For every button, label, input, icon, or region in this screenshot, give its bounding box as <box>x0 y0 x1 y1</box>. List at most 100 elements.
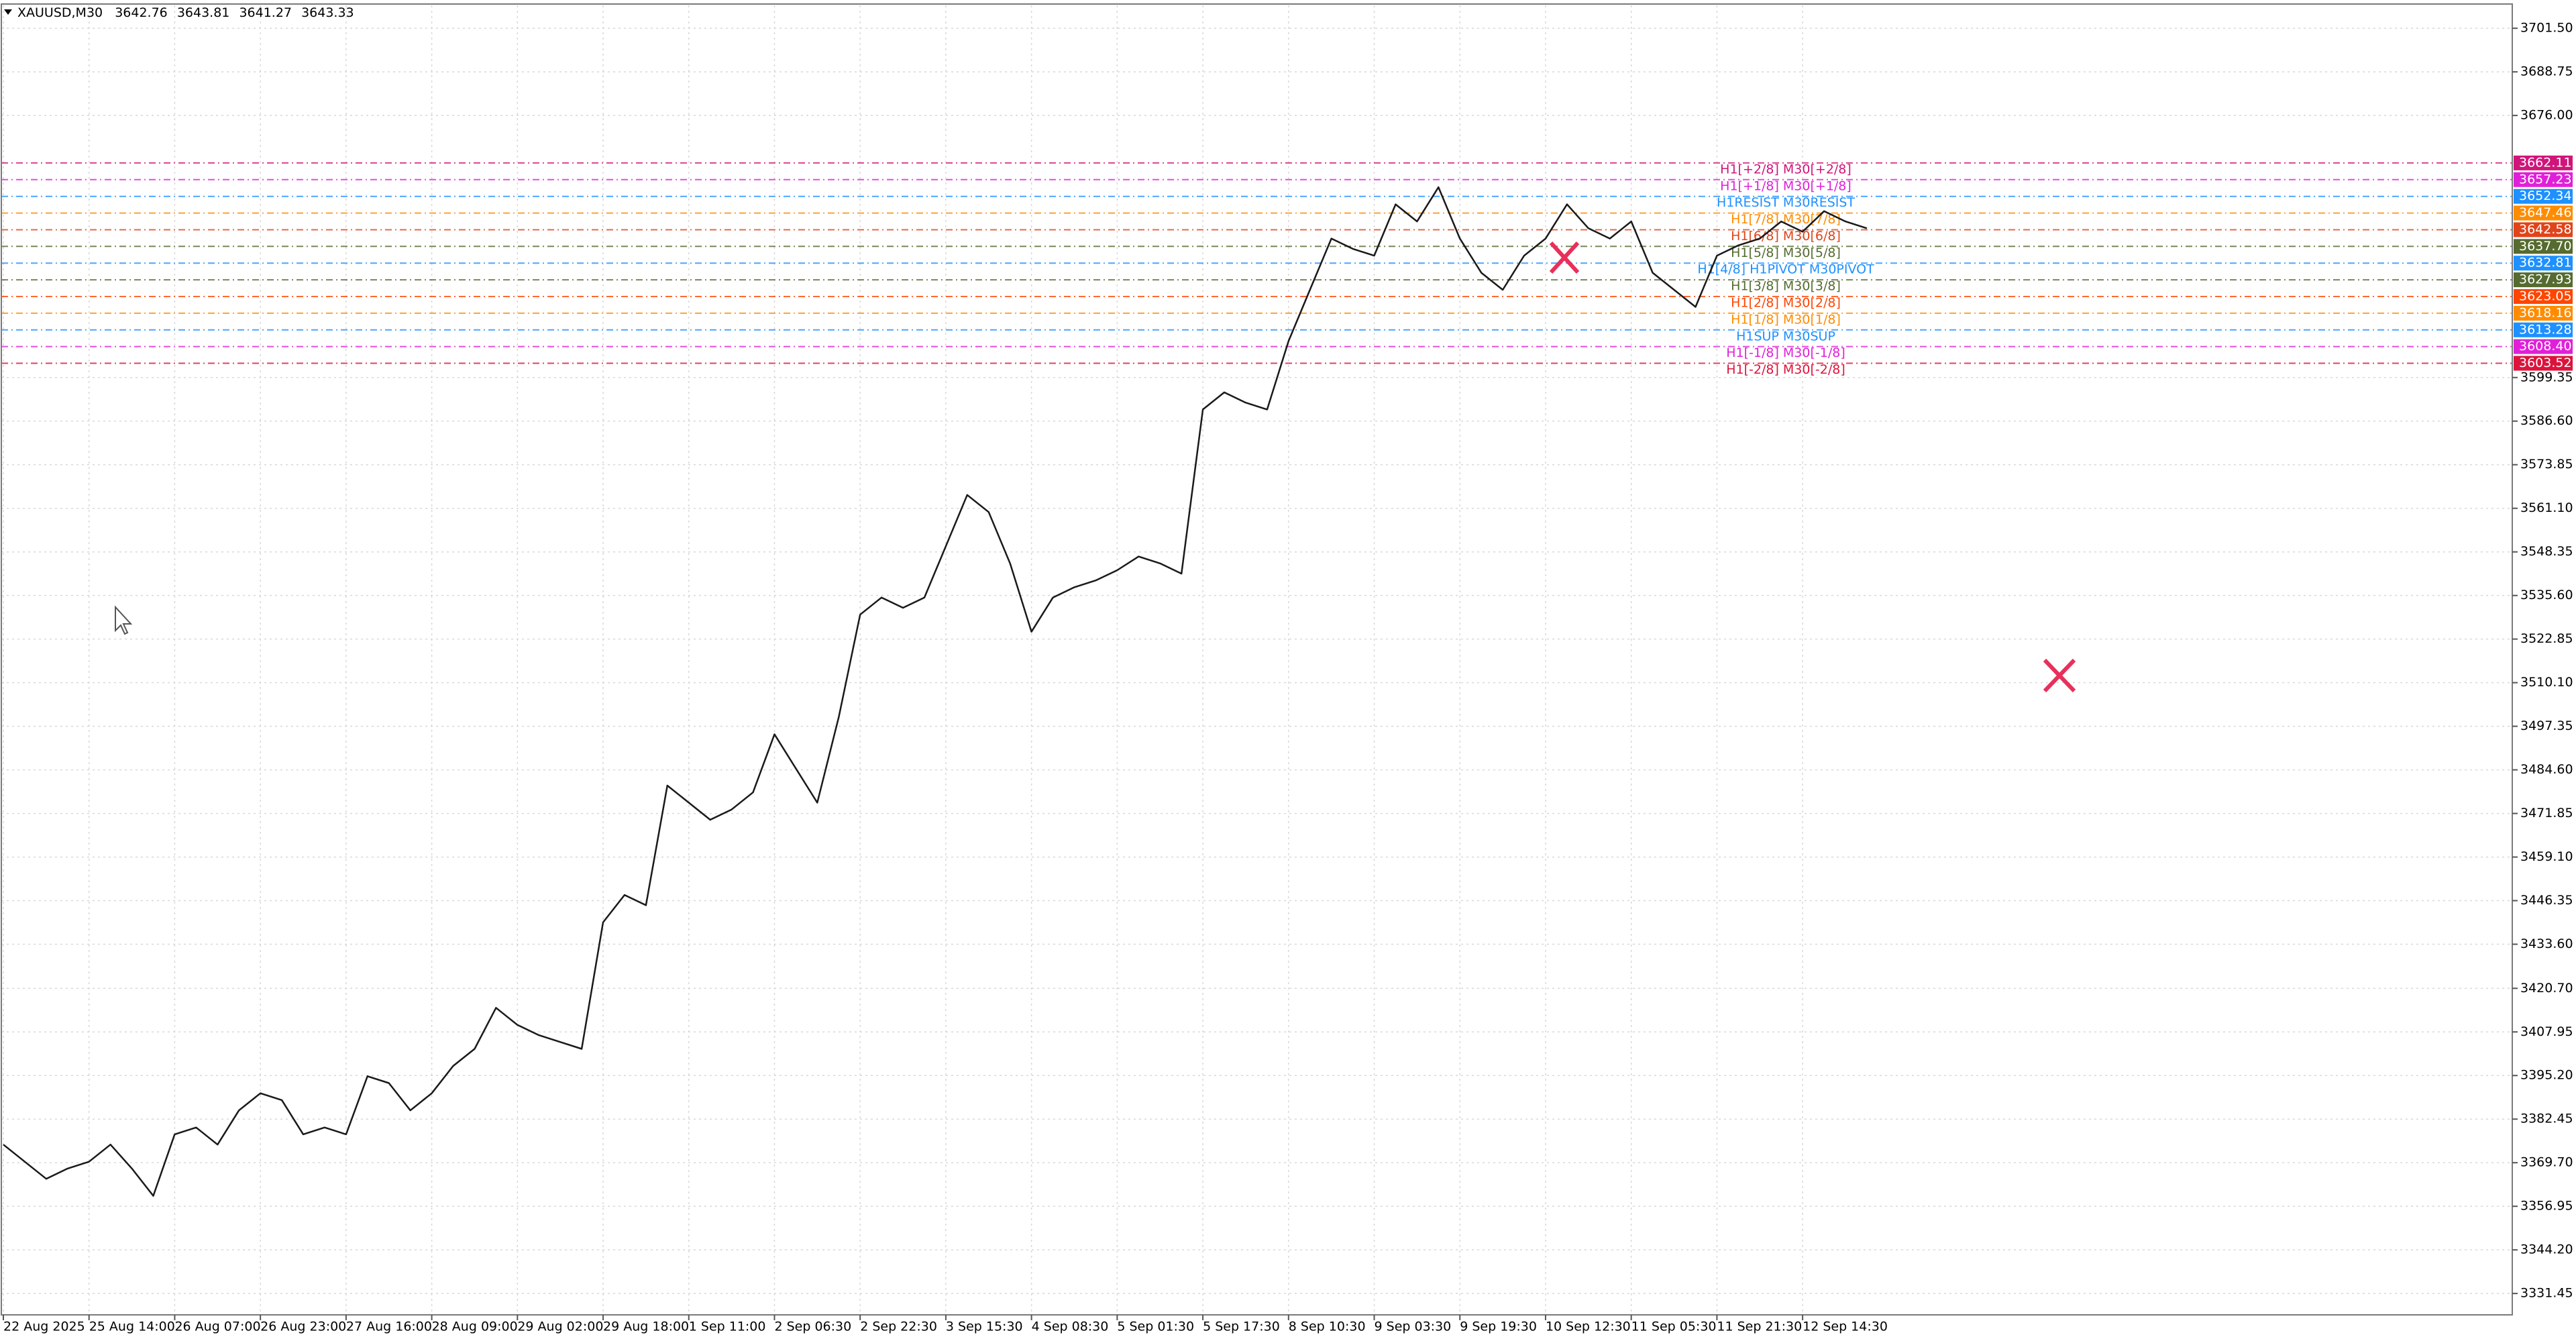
level-name: H1[6/8] M30[6/8] <box>1731 229 1841 244</box>
level-name: H1[4/8] H1PIVOT M30PIVOT <box>1697 262 1874 277</box>
level-name: H1[2/8] M30[2/8] <box>1731 295 1841 310</box>
level-price-box <box>2514 155 2573 170</box>
y-tick-label: 3599.35 <box>2520 370 2573 384</box>
level-price-label: 3613.28 <box>2519 322 2572 337</box>
x-tick-label: 28 Aug 09:00 <box>432 1320 518 1334</box>
y-tick-label: 3561.10 <box>2520 500 2573 515</box>
level-price-box <box>2514 205 2573 221</box>
ohlc-high: 3643.81 <box>177 5 230 20</box>
level-name: H1[1/8] M30[1/8] <box>1731 312 1841 327</box>
y-tick-label: 3586.60 <box>2520 413 2573 428</box>
level-name: H1RESIST M30RESIST <box>1717 195 1855 210</box>
level-price-box <box>2514 339 2573 354</box>
level-price-label: 3618.16 <box>2519 305 2572 320</box>
plot-frame <box>1 3 2513 1316</box>
x-tick-label: 26 Aug 07:00 <box>174 1320 260 1334</box>
y-tick-label: 3471.85 <box>2520 806 2573 820</box>
level-price-box <box>2514 222 2573 237</box>
x-tick-label: 27 Aug 16:00 <box>346 1320 432 1334</box>
level-price-label: 3608.40 <box>2519 339 2572 354</box>
level-price-box <box>2514 256 2573 271</box>
y-tick-label: 3522.85 <box>2520 631 2573 646</box>
level-price-label: 3637.70 <box>2519 239 2572 254</box>
y-tick-label: 3497.35 <box>2520 718 2573 733</box>
y-tick-label: 3420.70 <box>2520 981 2573 996</box>
y-tick-label: 3484.60 <box>2520 762 2573 777</box>
x-tick-label: 8 Sep 10:30 <box>1289 1320 1366 1334</box>
x-tick-label: 11 Sep 21:30 <box>1717 1320 1802 1334</box>
level-price-box <box>2514 189 2573 204</box>
level-name: H1[-2/8] M30[-2/8] <box>1726 362 1845 377</box>
ohlc-open: 3642.76 <box>115 5 168 20</box>
level-name: H1[-1/8] M30[-1/8] <box>1726 345 1845 360</box>
symbol-menu-arrow[interactable] <box>4 9 12 15</box>
level-price-box <box>2514 288 2573 304</box>
mouse-cursor <box>115 605 133 635</box>
level-price-box <box>2514 356 2573 371</box>
x-tick-label: 29 Aug 18:00 <box>603 1320 689 1334</box>
y-tick-label: 3548.35 <box>2520 544 2573 559</box>
y-tick-label: 3407.95 <box>2520 1024 2573 1039</box>
y-tick-label: 3395.20 <box>2520 1068 2573 1083</box>
y-tick-label: 3535.60 <box>2520 588 2573 602</box>
level-price-box <box>2514 239 2573 254</box>
y-tick-label: 3433.60 <box>2520 936 2573 951</box>
level-price-label: 3647.46 <box>2519 205 2572 220</box>
marker <box>1549 241 2076 693</box>
level-layer: H1[+2/8] M30[+2/8] H1[+1/8] M30[+1/8] H1RE… <box>1 162 2512 377</box>
marker-stroke <box>2043 658 2076 693</box>
x-tick-label: 25 Aug 14:00 <box>89 1320 175 1334</box>
y-tick-label: 3688.75 <box>2520 64 2573 79</box>
level-name: H1[7/8] M30[7/8] <box>1731 212 1841 227</box>
level-name: H1[3/8] M30[3/8] <box>1731 279 1841 294</box>
x-tick-label: 4 Sep 08:30 <box>1032 1320 1109 1334</box>
level-price-label: 3603.52 <box>2519 356 2572 370</box>
level-name: H1[5/8] M30[5/8] <box>1731 246 1841 260</box>
y-tick-label: 3446.35 <box>2520 893 2573 908</box>
x-tick-label: 2 Sep 06:30 <box>774 1320 851 1334</box>
level-price-label: 3632.81 <box>2519 256 2572 270</box>
level-name: H1[+2/8] M30[+2/8] <box>1720 162 1851 176</box>
level-price-label: 3623.05 <box>2519 288 2572 303</box>
x-tick-label: 11 Sep 05:30 <box>1631 1320 1717 1334</box>
level-price-label: 3662.11 <box>2519 155 2572 170</box>
y-tick-label: 3459.10 <box>2520 849 2573 864</box>
header: XAUUSD,M30 3642.76 3643.81 3641.27 3643.… <box>17 5 354 20</box>
x-tick-label: 3 Sep 15:30 <box>946 1320 1023 1334</box>
x-tick-label: 29 Aug 02:00 <box>517 1320 603 1334</box>
price-line <box>3 186 1868 1197</box>
y-tick-label: 3510.10 <box>2520 675 2573 690</box>
marker-stroke <box>1549 241 1580 274</box>
x-tick-label: 26 Aug 23:00 <box>260 1320 346 1334</box>
y-tick-label: 3573.85 <box>2520 457 2573 472</box>
x-tick-label: 9 Sep 19:30 <box>1460 1320 1537 1334</box>
x-tick-label: 22 Aug 2025 <box>3 1320 85 1334</box>
ohlc-low: 3641.27 <box>239 5 292 20</box>
level-price-box <box>2514 172 2573 187</box>
level-price-box <box>2514 322 2573 337</box>
x-tick-label: 1 Sep 11:00 <box>689 1320 766 1334</box>
data-layer <box>3 186 1868 1197</box>
y-tick-label: 3344.20 <box>2520 1242 2573 1257</box>
level-price-box <box>2514 272 2573 288</box>
y-tick-label: 3356.95 <box>2520 1199 2573 1214</box>
y-tick-label: 3331.45 <box>2520 1286 2573 1301</box>
x-tick-label: 2 Sep 22:30 <box>860 1320 937 1334</box>
grid-layer <box>1 5 2512 1315</box>
y-tick-label: 3382.45 <box>2520 1112 2573 1126</box>
x-tick-label: 9 Sep 03:30 <box>1375 1320 1452 1334</box>
x-tick-label: 5 Sep 01:30 <box>1117 1320 1194 1334</box>
level-name: H1[+1/8] M30[+1/8] <box>1720 178 1851 193</box>
level-price-label: 3627.93 <box>2519 272 2572 287</box>
level-price-label: 3652.34 <box>2519 189 2572 203</box>
y-tick-label: 3676.00 <box>2520 108 2573 123</box>
level-price-label: 3642.58 <box>2519 222 2572 237</box>
y-tick-label: 3369.70 <box>2520 1155 2573 1170</box>
level-name: H1SUP M30SUP <box>1736 329 1835 343</box>
x-tick-label: 10 Sep 12:30 <box>1546 1320 1631 1334</box>
level-price-label: 3657.23 <box>2519 172 2572 186</box>
y-tick-label: 3701.50 <box>2520 21 2573 36</box>
x-tick-label: 12 Sep 14:30 <box>1803 1320 1888 1334</box>
